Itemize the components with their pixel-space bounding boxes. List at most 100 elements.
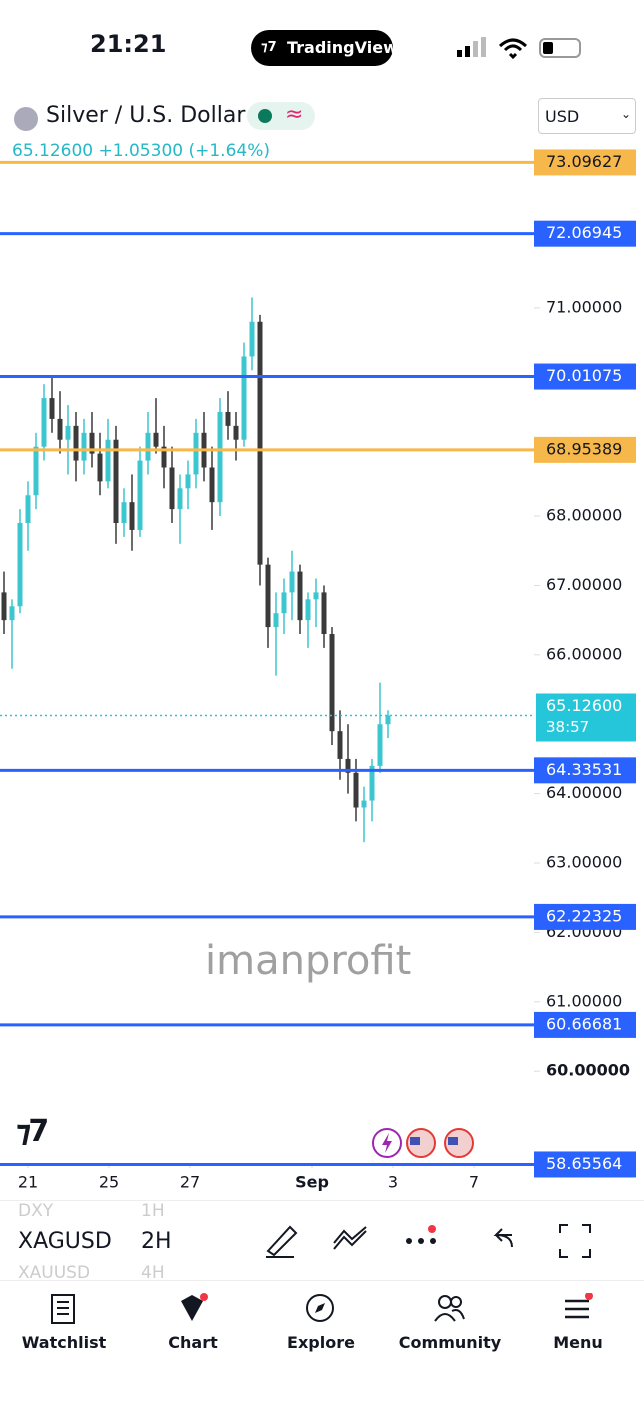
candle-body (217, 411, 223, 503)
level-box (534, 757, 636, 784)
app-logo: ⁊7 (261, 40, 277, 55)
nav-label: Watchlist (21, 1333, 107, 1352)
candle-body (353, 772, 359, 808)
nav-icon (51, 1294, 75, 1324)
candle-body (361, 800, 367, 808)
chart: 71.00000 68.00000 67.00000 66.00000 64.00000… (0, 149, 636, 1192)
candle-body (81, 432, 87, 461)
interval[interactable]: 2H (141, 1229, 172, 1254)
candle-body (297, 571, 303, 621)
candle-body (129, 502, 135, 530)
countdown: 38:57 (546, 718, 589, 736)
next-interval: 4H (141, 1263, 165, 1283)
candle-body (89, 432, 95, 454)
candle-body (161, 446, 167, 468)
candle-body (33, 446, 39, 496)
status-icons (457, 37, 581, 60)
next-symbol: XAUUSD (18, 1263, 91, 1283)
candle-body (1, 592, 7, 621)
symbol-name: Silver / U.S. Dollar (46, 103, 246, 128)
candle-body (193, 432, 199, 475)
candle-body (25, 495, 31, 523)
candle-body (345, 758, 351, 773)
prev-interval: 1H (141, 1201, 165, 1221)
price: 65.12600 (12, 141, 94, 161)
tool-icons[interactable] (260, 1221, 600, 1261)
nav-label: Community (398, 1333, 502, 1352)
x-tick-label: 3 (388, 1173, 398, 1192)
x-tick-label: Sep (295, 1173, 329, 1192)
nav-item[interactable]: Community (390, 1289, 510, 1359)
candle-body (57, 418, 63, 440)
candle-body (209, 467, 215, 503)
tv-logo: ⁊7 (16, 1114, 49, 1149)
level-box (534, 436, 636, 463)
event-icons[interactable] (370, 1126, 480, 1160)
nav-icon (306, 1294, 334, 1322)
candle-body (169, 467, 175, 510)
y-tick-label: 66.00000 (546, 644, 622, 663)
level-box (534, 363, 636, 390)
currency-select[interactable]: USD ⌄ (538, 98, 636, 134)
candle-body (313, 592, 319, 600)
last-price-label: 65.12600 (546, 696, 622, 715)
y-tick-label: 68.00000 (546, 506, 622, 525)
y-tick-label: 67.00000 (546, 575, 622, 594)
candle-body (273, 613, 279, 628)
candle-body (377, 724, 383, 766)
candle-body (185, 474, 191, 489)
app-name: TradingView (287, 38, 398, 57)
level-label: 72.06945 (546, 223, 622, 242)
candle-body (281, 592, 287, 614)
candle-body (177, 488, 183, 510)
x-tick-label: 27 (180, 1173, 200, 1192)
nav-item[interactable]: Watchlist (4, 1289, 124, 1359)
change-pct: (+1.64%) (188, 141, 270, 161)
nav-label: Chart (168, 1333, 218, 1352)
candle-body (233, 425, 239, 440)
app-pill: TradingView ⁊7 (251, 30, 398, 66)
change: +1.05300 (98, 141, 184, 161)
y-tick-label: 61.00000 (546, 991, 622, 1010)
x-tick-label: 25 (99, 1173, 119, 1192)
level-label: 68.95389 (546, 439, 622, 458)
candle-body (241, 356, 247, 440)
status-time: 21:21 (90, 30, 167, 58)
candle-body (337, 731, 343, 759)
last-price-box (536, 693, 636, 742)
candle-body (153, 432, 159, 447)
candle-body (265, 564, 271, 628)
candle-body (369, 765, 375, 801)
nav-item[interactable]: Chart (133, 1289, 253, 1359)
nav-bar: Watchlist Chart Explore Community Menu (0, 1280, 644, 1401)
candle-body (321, 592, 327, 635)
market-status[interactable]: ≈ (247, 102, 315, 130)
nav-item[interactable]: Explore (261, 1289, 381, 1359)
candle-body (329, 634, 335, 732)
nav-label: Explore (287, 1333, 355, 1352)
level-box (534, 149, 636, 176)
level-label: 62.22325 (546, 906, 622, 925)
currency: USD (545, 107, 580, 126)
level-box (534, 1011, 636, 1038)
candle-body (289, 571, 295, 593)
candle-body (41, 398, 47, 447)
symbol[interactable]: XAGUSD (18, 1229, 112, 1254)
y-tick-label: 63.00000 (546, 853, 622, 872)
nav-label: Menu (553, 1333, 603, 1352)
level-box (534, 903, 636, 930)
candle-body (73, 425, 79, 461)
level-label: 73.09627 (546, 152, 622, 171)
candle-body (257, 321, 263, 565)
candle-body (97, 453, 103, 482)
candle-body (385, 715, 391, 725)
toolbar: DXY 1H XAGUSD 2H XAUUSD 4H (0, 1200, 644, 1283)
candle-body (225, 411, 231, 426)
candle-body (49, 398, 55, 419)
x-tick-label: 7 (469, 1173, 479, 1192)
candle-body (9, 606, 15, 621)
level-box (534, 1151, 636, 1178)
nav-item[interactable]: Menu (518, 1289, 638, 1359)
watermark: imanprofit (205, 938, 412, 984)
